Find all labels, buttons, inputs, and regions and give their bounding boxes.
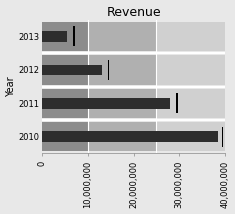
Bar	[157, 122, 225, 152]
Bar	[42, 64, 102, 75]
Bar	[88, 122, 157, 152]
Bar	[42, 22, 88, 51]
Bar	[42, 122, 88, 152]
Bar	[157, 55, 225, 85]
Bar	[42, 31, 67, 42]
Bar	[157, 89, 225, 118]
Bar	[88, 22, 157, 51]
Bar	[42, 55, 88, 85]
Bar	[88, 55, 157, 85]
Bar	[222, 127, 223, 147]
Bar	[176, 93, 178, 113]
Bar	[42, 98, 170, 109]
Bar	[42, 89, 88, 118]
Y-axis label: Year: Year	[6, 76, 16, 97]
Bar	[157, 22, 225, 51]
Bar	[42, 131, 218, 142]
Title: Revenue: Revenue	[106, 6, 161, 19]
Bar	[74, 26, 75, 46]
Bar	[88, 89, 157, 118]
Bar	[108, 60, 109, 80]
